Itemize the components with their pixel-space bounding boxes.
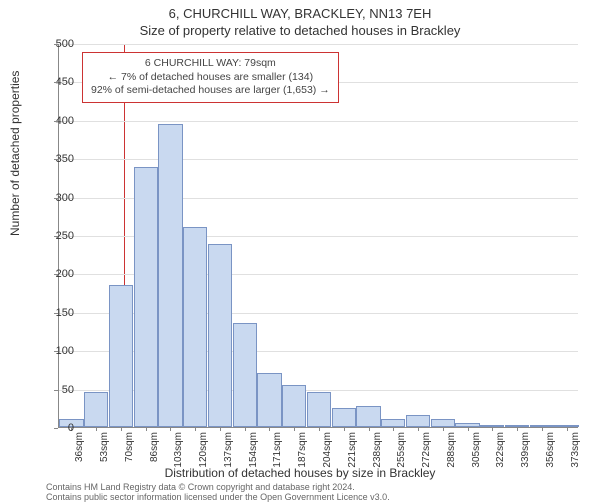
xtick-mark: [542, 427, 543, 431]
histogram-bar: [282, 385, 306, 427]
xtick-label: 288sqm: [446, 432, 457, 472]
xtick-label: 373sqm: [570, 432, 581, 472]
histogram-bar: [356, 406, 380, 428]
annotation-line-2: ← 7% of detached houses are smaller (134…: [91, 71, 330, 85]
ytick-label: 350: [44, 153, 74, 165]
title-subtitle: Size of property relative to detached ho…: [0, 23, 600, 38]
xtick-label: 154sqm: [248, 432, 259, 472]
gridline: [59, 121, 578, 122]
ytick-label: 500: [44, 38, 74, 50]
xtick-mark: [567, 427, 568, 431]
xtick-mark: [369, 427, 370, 431]
ytick-label: 50: [44, 384, 74, 396]
ytick-label: 200: [44, 268, 74, 280]
xtick-mark: [517, 427, 518, 431]
xtick-mark: [468, 427, 469, 431]
ytick-mark: [54, 274, 58, 275]
xtick-mark: [96, 427, 97, 431]
histogram-bar: [183, 227, 207, 427]
y-axis-label: Number of detached properties: [8, 71, 22, 236]
histogram-bar: [431, 419, 455, 427]
xtick-mark: [245, 427, 246, 431]
xtick-mark: [195, 427, 196, 431]
ytick-mark: [54, 313, 58, 314]
ytick-mark: [54, 390, 58, 391]
ytick-label: 300: [44, 192, 74, 204]
xtick-label: 120sqm: [198, 432, 209, 472]
ytick-label: 100: [44, 345, 74, 357]
ytick-mark: [54, 159, 58, 160]
histogram-bar: [84, 392, 108, 427]
xtick-label: 137sqm: [223, 432, 234, 472]
histogram-bar: [208, 244, 232, 427]
footer-line-1: Contains HM Land Registry data © Crown c…: [46, 482, 390, 492]
xtick-mark: [319, 427, 320, 431]
annotation-line-3: 92% of semi-detached houses are larger (…: [91, 84, 330, 98]
xtick-label: 356sqm: [545, 432, 556, 472]
xtick-label: 322sqm: [495, 432, 506, 472]
footer-line-2: Contains public sector information licen…: [46, 492, 390, 502]
xtick-label: 272sqm: [421, 432, 432, 472]
xtick-mark: [220, 427, 221, 431]
ytick-mark: [54, 82, 58, 83]
ytick-mark: [54, 351, 58, 352]
xtick-label: 53sqm: [99, 432, 110, 472]
xtick-mark: [418, 427, 419, 431]
xtick-mark: [146, 427, 147, 431]
property-size-chart: 6, CHURCHILL WAY, BRACKLEY, NN13 7EH Siz…: [0, 0, 600, 500]
ytick-mark: [54, 121, 58, 122]
xtick-label: 103sqm: [173, 432, 184, 472]
ytick-mark: [54, 44, 58, 45]
xtick-label: 171sqm: [272, 432, 283, 472]
xtick-label: 187sqm: [297, 432, 308, 472]
xtick-mark: [492, 427, 493, 431]
ytick-mark: [54, 198, 58, 199]
histogram-bar: [332, 408, 356, 427]
xtick-mark: [121, 427, 122, 431]
gridline: [59, 159, 578, 160]
ytick-label: 400: [44, 115, 74, 127]
ytick-mark: [54, 428, 58, 429]
histogram-bar: [406, 415, 430, 427]
xtick-mark: [269, 427, 270, 431]
xtick-mark: [443, 427, 444, 431]
xtick-label: 255sqm: [396, 432, 407, 472]
ytick-label: 150: [44, 307, 74, 319]
histogram-bar: [109, 285, 133, 427]
histogram-bar: [158, 124, 182, 427]
xtick-label: 70sqm: [124, 432, 135, 472]
xtick-label: 238sqm: [372, 432, 383, 472]
annotation-box: 6 CHURCHILL WAY: 79sqm ← 7% of detached …: [82, 52, 339, 103]
histogram-bar: [257, 373, 281, 427]
xtick-label: 86sqm: [149, 432, 160, 472]
ytick-label: 0: [44, 422, 74, 434]
xtick-mark: [344, 427, 345, 431]
xtick-mark: [294, 427, 295, 431]
histogram-bar: [307, 392, 331, 427]
histogram-bar: [233, 323, 257, 427]
xtick-label: 204sqm: [322, 432, 333, 472]
annotation-line-1: 6 CHURCHILL WAY: 79sqm: [91, 57, 330, 71]
gridline: [59, 44, 578, 45]
ytick-label: 450: [44, 76, 74, 88]
xtick-mark: [393, 427, 394, 431]
title-address: 6, CHURCHILL WAY, BRACKLEY, NN13 7EH: [0, 6, 600, 21]
histogram-bar: [134, 167, 158, 427]
xtick-label: 339sqm: [520, 432, 531, 472]
xtick-label: 36sqm: [74, 432, 85, 472]
chart-title-block: 6, CHURCHILL WAY, BRACKLEY, NN13 7EH Siz…: [0, 0, 600, 38]
xtick-mark: [170, 427, 171, 431]
xtick-label: 305sqm: [471, 432, 482, 472]
ytick-mark: [54, 236, 58, 237]
histogram-bar: [381, 419, 405, 427]
xtick-label: 221sqm: [347, 432, 358, 472]
ytick-label: 250: [44, 230, 74, 242]
